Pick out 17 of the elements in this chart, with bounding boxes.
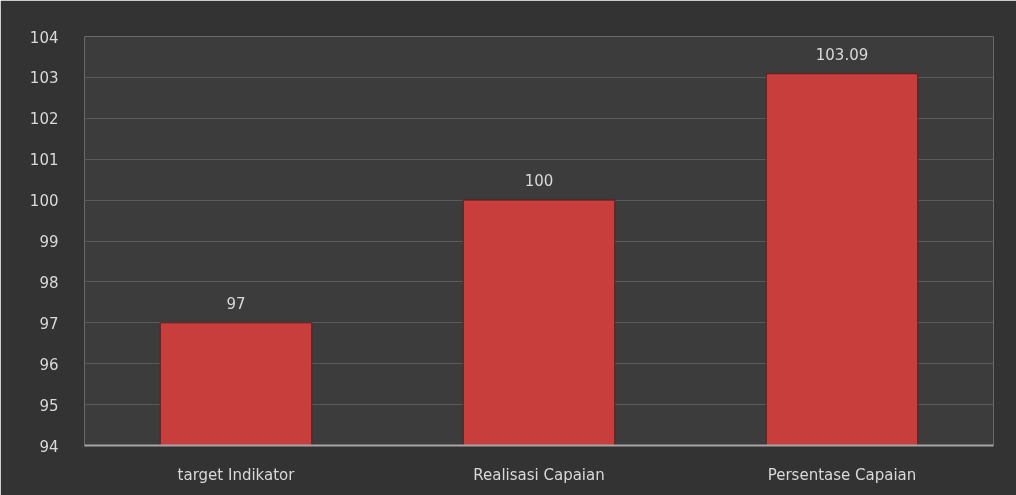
y-tick-label: 98 <box>39 273 59 292</box>
y-tick-label: 96 <box>39 355 59 374</box>
data-label: 97 <box>226 294 246 313</box>
y-tick-label: 99 <box>39 233 59 251</box>
y-tick-label: 104 <box>29 28 59 47</box>
y-tick-label: 95 <box>39 396 59 415</box>
data-label: 103.09 <box>815 45 869 64</box>
y-tick-label: 94 <box>39 437 59 456</box>
x-tick-label: target Indikator <box>177 465 296 484</box>
y-tick-label: 100 <box>29 192 59 211</box>
y-tick-label: 102 <box>29 110 59 129</box>
y-tick-label: 97 <box>39 314 59 333</box>
y-tick-label: 101 <box>29 151 59 170</box>
x-tick-label: Realisasi Capaian <box>473 465 605 484</box>
x-tick-label: Persentase Capaian <box>767 465 917 484</box>
y-tick-label: 103 <box>29 69 59 88</box>
data-label: 100 <box>524 172 554 191</box>
